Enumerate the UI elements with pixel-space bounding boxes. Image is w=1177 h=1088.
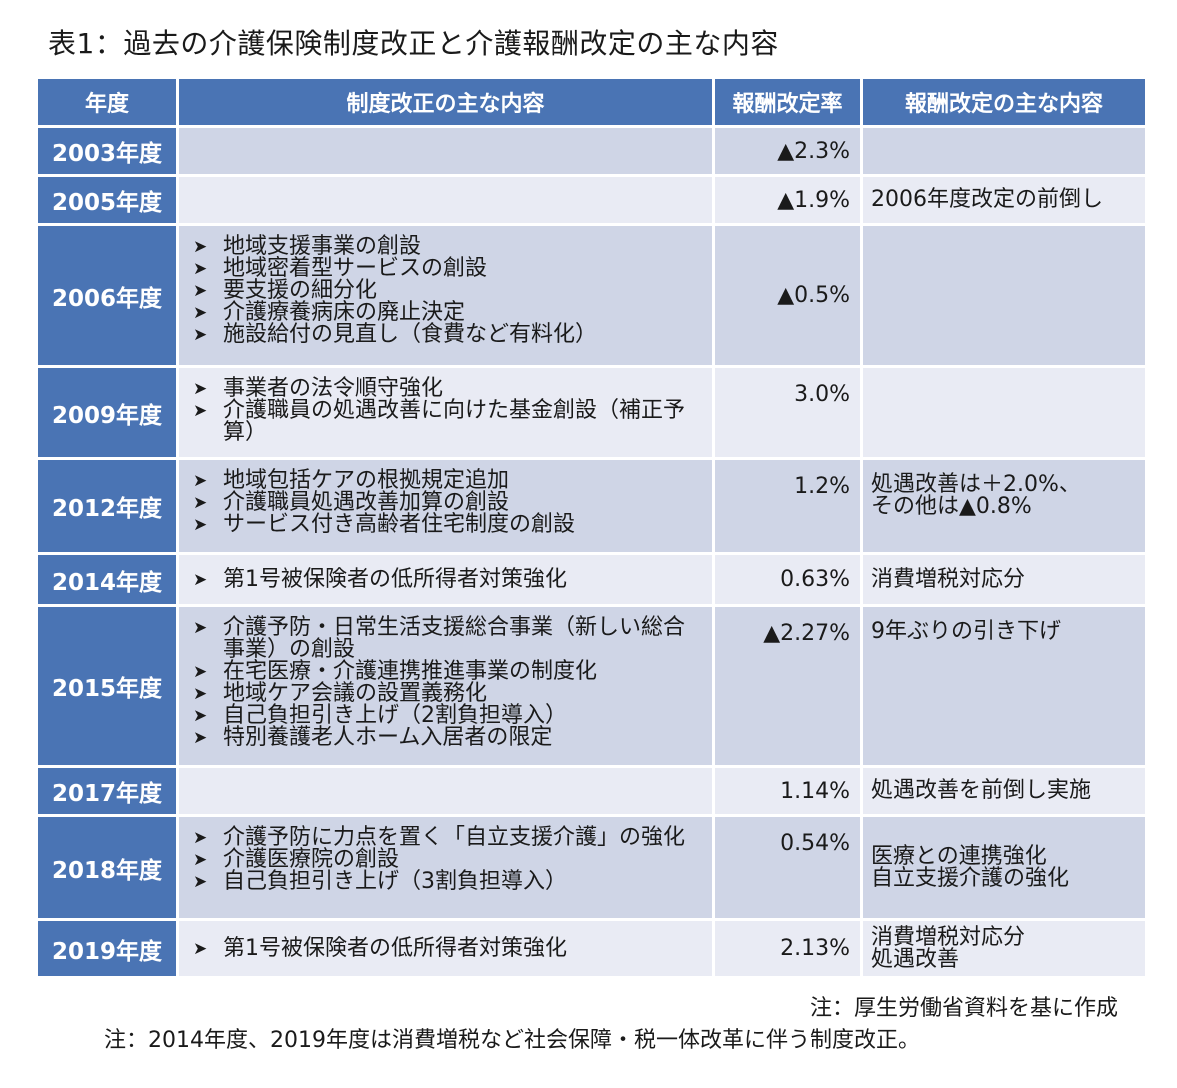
- row-rate: 3.0%: [712, 365, 863, 460]
- note-line: 自立支援介護の強化: [871, 865, 1070, 891]
- table-row: 2012年度地域包括ケアの根拠規定追加介護職員処遇改善加算の創設サービス付き高齢…: [35, 457, 1148, 555]
- row-notes: 医療との連携強化 自立支援介護の強化: [860, 814, 1148, 921]
- note-line: 医療との連携強化: [871, 843, 1047, 869]
- change-item: 在宅医療・介護連携推進事業の制度化: [189, 661, 706, 684]
- row-rate: 1.2%: [712, 457, 863, 555]
- table-row: 2003年度 ▲2.3%: [35, 125, 1148, 177]
- row-rate: 0.54%: [712, 814, 863, 921]
- header-rate: 報酬改定率: [712, 76, 863, 128]
- row-changes: 事業者の法令順守強化介護職員の処遇改善に向けた基金創設（補正予算）: [176, 365, 715, 460]
- change-item: 要支援の細分化: [189, 280, 706, 303]
- row-changes: 地域支援事業の創設地域密着型サービスの創設要支援の細分化介護療養病床の廃止決定施…: [176, 223, 715, 368]
- row-year: 2006年度: [35, 223, 179, 368]
- note-line: 処遇改善を前倒し実施: [871, 778, 1092, 803]
- change-list: 事業者の法令順守強化介護職員の処遇改善に向けた基金創設（補正予算）: [189, 378, 706, 444]
- row-changes: [176, 174, 715, 226]
- change-item: 介護医療院の創設: [189, 849, 706, 872]
- table-row: 2005年度 ▲1.9% 2006年度改定の前倒し: [35, 174, 1148, 226]
- row-notes: 処遇改善は＋2.0%、 その他は▲0.8%: [860, 457, 1148, 555]
- header-row: 年度 制度改正の主な内容 報酬改定率 報酬改定の主な内容: [35, 76, 1148, 128]
- row-rate: 1.14%: [712, 765, 863, 817]
- note-line: 9年ぶりの引き下げ: [871, 619, 1061, 644]
- table-row: 2015年度介護予防・日常生活支援総合事業（新しい総合事業）の創設在宅医療・介護…: [35, 604, 1148, 768]
- note-line: 消費増税対応分: [871, 566, 1026, 592]
- row-notes: 消費増税対応分 処遇改善: [860, 918, 1148, 979]
- row-year: 2009年度: [35, 365, 179, 460]
- row-year: 2005年度: [35, 174, 179, 226]
- table-row: 2018年度介護予防に力点を置く「自立支援介護」の強化介護医療院の創設自己負担引…: [35, 814, 1148, 921]
- change-item: 第1号被保険者の低所得者対策強化: [189, 937, 706, 960]
- row-year: 2019年度: [35, 918, 179, 979]
- note-line: 2006年度改定の前倒し: [871, 187, 1103, 212]
- row-notes: 消費増税対応分: [860, 552, 1148, 607]
- row-year: 2014年度: [35, 552, 179, 607]
- change-item: サービス付き高齢者住宅制度の創設: [189, 514, 706, 537]
- row-rate: ▲0.5%: [712, 223, 863, 368]
- footnote-tax-reform: 注：2014年度、2019年度は消費増税など社会保障・税一体改革に伴う制度改正。: [104, 1028, 920, 1053]
- row-rate: ▲2.27%: [712, 604, 863, 768]
- header-year: 年度: [35, 76, 179, 128]
- row-notes: 9年ぶりの引き下げ: [860, 604, 1148, 768]
- change-item: 事業者の法令順守強化: [189, 378, 706, 401]
- row-changes: [176, 125, 715, 177]
- reform-table: 年度 制度改正の主な内容 報酬改定率 報酬改定の主な内容 2003年度 ▲2.3%…: [35, 76, 1148, 979]
- change-item: 介護職員の処遇改善に向けた基金創設（補正予算）: [189, 400, 706, 444]
- row-year: 2018年度: [35, 814, 179, 921]
- change-list: 地域包括ケアの根拠規定追加介護職員処遇改善加算の創設サービス付き高齢者住宅制度の…: [189, 470, 706, 537]
- change-item: 自己負担引き上げ（2割負担導入）: [189, 705, 706, 728]
- row-notes: [860, 223, 1148, 368]
- note-line: 消費増税対応分: [871, 924, 1026, 950]
- change-item: 介護予防・日常生活支援総合事業（新しい総合事業）の創設: [189, 617, 706, 661]
- row-changes: 第1号被保険者の低所得者対策強化: [176, 552, 715, 607]
- change-item: 特別養護老人ホーム入居者の限定: [189, 727, 706, 750]
- row-rate: ▲2.3%: [712, 125, 863, 177]
- header-notes: 報酬改定の主な内容: [860, 76, 1148, 128]
- change-item: 第1号被保険者の低所得者対策強化: [189, 568, 706, 591]
- table-row: 2009年度事業者の法令順守強化介護職員の処遇改善に向けた基金創設（補正予算）3…: [35, 365, 1148, 460]
- row-year: 2003年度: [35, 125, 179, 177]
- change-item: 地域密着型サービスの創設: [189, 258, 706, 281]
- table-row: 2006年度地域支援事業の創設地域密着型サービスの創設要支援の細分化介護療養病床…: [35, 223, 1148, 368]
- change-item: 介護職員処遇改善加算の創設: [189, 492, 706, 515]
- row-year: 2015年度: [35, 604, 179, 768]
- change-item: 施設給付の見直し（食費など有料化）: [189, 324, 706, 347]
- row-rate: 2.13%: [712, 918, 863, 979]
- table-title: 表1：過去の介護保険制度改正と介護報酬改定の主な内容: [48, 27, 779, 60]
- note-line: その他は▲0.8%: [871, 494, 1032, 519]
- change-list: 地域支援事業の創設地域密着型サービスの創設要支援の細分化介護療養病床の廃止決定施…: [189, 236, 706, 347]
- table-row: 2014年度第1号被保険者の低所得者対策強化 0.63% 消費増税対応分: [35, 552, 1148, 607]
- change-list: 第1号被保険者の低所得者対策強化: [189, 937, 706, 960]
- row-year: 2017年度: [35, 765, 179, 817]
- note-line: 処遇改善は＋2.0%、: [871, 472, 1081, 497]
- row-changes: 介護予防に力点を置く「自立支援介護」の強化介護医療院の創設自己負担引き上げ（3割…: [176, 814, 715, 921]
- row-notes: [860, 125, 1148, 177]
- change-list: 第1号被保険者の低所得者対策強化: [189, 568, 706, 591]
- note-line: 処遇改善: [871, 946, 960, 972]
- row-changes: 地域包括ケアの根拠規定追加介護職員処遇改善加算の創設サービス付き高齢者住宅制度の…: [176, 457, 715, 555]
- change-item: 地域包括ケアの根拠規定追加: [189, 470, 706, 493]
- change-item: 自己負担引き上げ（3割負担導入）: [189, 871, 706, 894]
- change-item: 介護療養病床の廃止決定: [189, 302, 706, 325]
- row-changes: [176, 765, 715, 817]
- table-row: 2017年度 1.14% 処遇改善を前倒し実施: [35, 765, 1148, 817]
- row-changes: 介護予防・日常生活支援総合事業（新しい総合事業）の創設在宅医療・介護連携推進事業…: [176, 604, 715, 768]
- row-year: 2012年度: [35, 457, 179, 555]
- header-changes: 制度改正の主な内容: [176, 76, 715, 128]
- change-item: 介護予防に力点を置く「自立支援介護」の強化: [189, 827, 706, 850]
- change-list: 介護予防・日常生活支援総合事業（新しい総合事業）の創設在宅医療・介護連携推進事業…: [189, 617, 706, 750]
- row-notes: 処遇改善を前倒し実施: [860, 765, 1148, 817]
- footnote-source: 注：厚生労働省資料を基に作成: [809, 996, 1118, 1021]
- row-notes: [860, 365, 1148, 460]
- row-notes: 2006年度改定の前倒し: [860, 174, 1148, 226]
- row-rate: 0.63%: [712, 552, 863, 607]
- row-changes: 第1号被保険者の低所得者対策強化: [176, 918, 715, 979]
- change-item: 地域ケア会議の設置義務化: [189, 683, 706, 706]
- change-item: 地域支援事業の創設: [189, 236, 706, 259]
- row-rate: ▲1.9%: [712, 174, 863, 226]
- change-list: 介護予防に力点を置く「自立支援介護」の強化介護医療院の創設自己負担引き上げ（3割…: [189, 827, 706, 894]
